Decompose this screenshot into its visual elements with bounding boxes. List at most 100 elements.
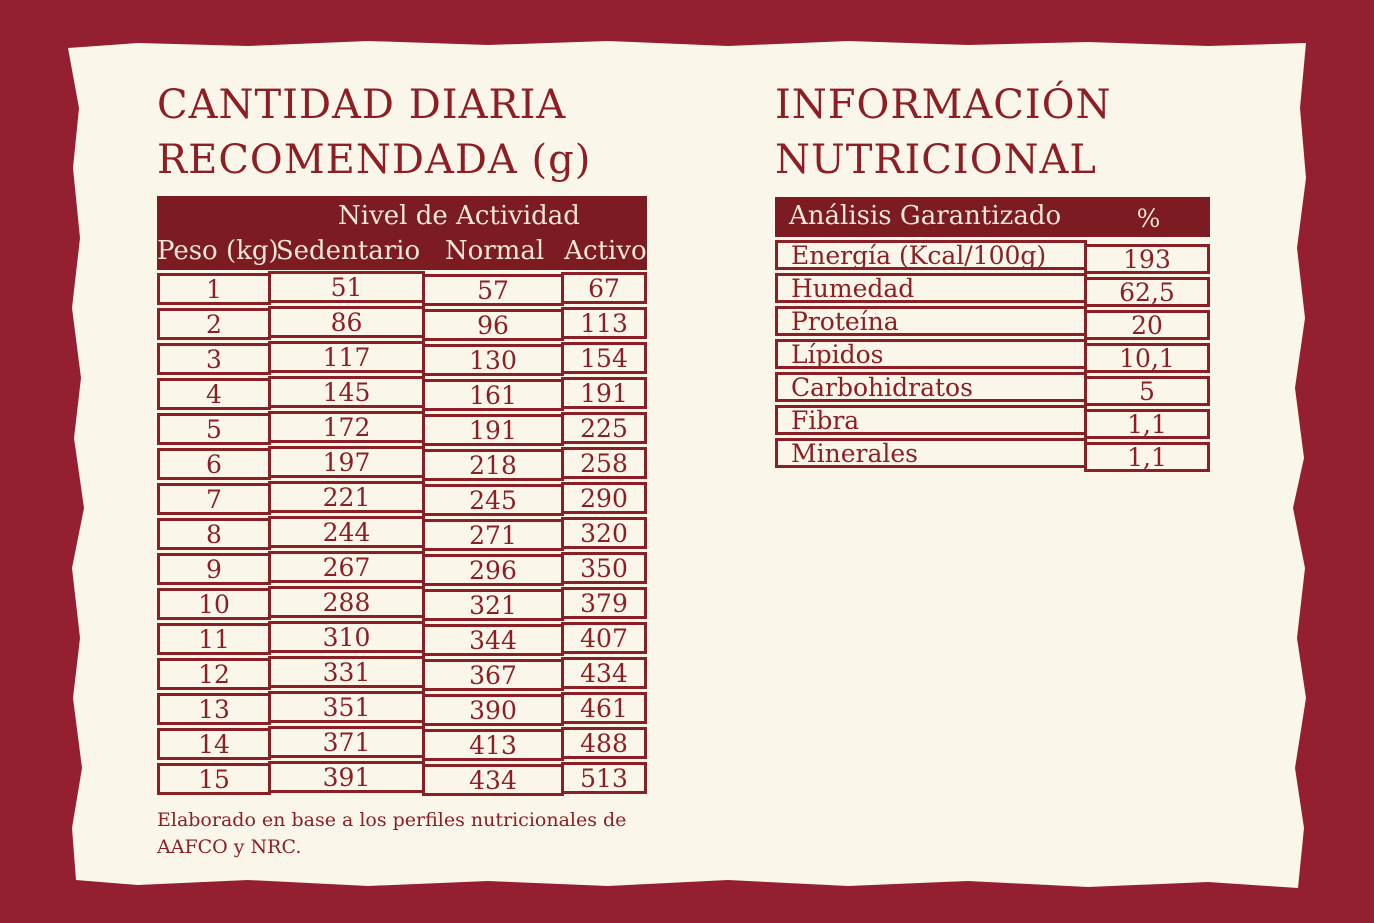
nutrition-table: Análisis Garantizado % Energía (Kcal/100… [775, 197, 1210, 472]
column-header-peso: Peso (kg) [157, 236, 279, 266]
feeding-cell: 488 [561, 727, 647, 759]
feeding-cell: 461 [561, 692, 647, 724]
feeding-title-line2: RECOMENDADA (g) [157, 137, 592, 183]
feeding-cell: 407 [561, 622, 647, 654]
nutrient-value-cell: 62,5 [1084, 277, 1210, 307]
nutrition-table-body: Energía (Kcal/100g) Humedad Proteína Lípido… [775, 240, 1210, 472]
feeding-column-0: 1 2 3 4 5 6 7 8 9 10 11 12 13 14 15 [157, 273, 271, 795]
feeding-cell: 296 [422, 554, 564, 586]
feeding-cell: 1 [157, 273, 271, 305]
feeding-cell: 267 [268, 551, 425, 583]
nutrient-value-cell: 20 [1084, 310, 1210, 340]
footnote-line2: AAFCO y NRC. [157, 836, 302, 858]
feeding-cell: 86 [268, 306, 425, 338]
feeding-cell: 6 [157, 448, 271, 480]
footnote: Elaborado en base a los perfiles nutrici… [157, 807, 669, 861]
feeding-cell: 513 [561, 762, 647, 794]
nutrient-name-column: Energía (Kcal/100g) Humedad Proteína Lípido… [775, 240, 1087, 468]
nutrition-title-line2: NUTRICIONAL [775, 137, 1097, 183]
feeding-cell: 351 [268, 691, 425, 723]
feeding-cell: 271 [422, 519, 564, 551]
feeding-section: CANTIDAD DIARIA RECOMENDADA (g) Nivel de… [157, 78, 669, 861]
feeding-title: CANTIDAD DIARIA RECOMENDADA (g) [157, 78, 669, 188]
activity-level-group-header: Nivel de Actividad [338, 201, 580, 231]
nutrient-name-cell: Carbohidratos [775, 372, 1087, 402]
feeding-cell: 391 [268, 761, 425, 793]
feeding-cell: 197 [268, 446, 425, 478]
feeding-cell: 3 [157, 343, 271, 375]
feeding-table-header: Nivel de Actividad Peso (kg) Sedentario … [157, 196, 647, 270]
feeding-cell: 51 [268, 271, 425, 303]
feeding-cell: 413 [422, 729, 564, 761]
nutrition-section: INFORMACIÓN NUTRICIONAL Análisis Garanti… [775, 78, 1225, 472]
feeding-cell: 13 [157, 693, 271, 725]
feeding-title-line1: CANTIDAD DIARIA [157, 82, 567, 128]
feeding-cell: 15 [157, 763, 271, 795]
feeding-cell: 321 [422, 589, 564, 621]
feeding-cell: 154 [561, 342, 647, 374]
nutrient-name-cell: Humedad [775, 273, 1087, 303]
feeding-table-body: 1 2 3 4 5 6 7 8 9 10 11 12 13 14 15 51 86 117 145 172 197 221… [157, 271, 647, 796]
feeding-column-2: 57 96 130 161 191 218 245 271 296 321 344 367 390 413… [422, 274, 564, 796]
feeding-cell: 344 [422, 624, 564, 656]
feeding-cell: 7 [157, 483, 271, 515]
feeding-column-1: 51 86 117 145 172 197 221 244 267 288 310 331 351 371… [268, 271, 425, 793]
feeding-cell: 172 [268, 411, 425, 443]
feeding-column-headers: Peso (kg) Sedentario Normal Activo [157, 236, 647, 266]
nutrient-name-cell: Energía (Kcal/100g) [775, 240, 1087, 270]
feeding-cell: 221 [268, 481, 425, 513]
column-header-sedentario: Sedentario [275, 236, 421, 266]
nutrition-title-line1: INFORMACIÓN [775, 82, 1112, 128]
nutrition-table-header: Análisis Garantizado % [775, 197, 1210, 237]
nutrient-value-cell: 193 [1084, 244, 1210, 274]
nutrient-name-cell: Minerales [775, 438, 1087, 468]
torn-paper-panel: CANTIDAD DIARIA RECOMENDADA (g) Nivel de… [68, 41, 1306, 888]
feeding-cell: 434 [422, 764, 564, 796]
feeding-table: Nivel de Actividad Peso (kg) Sedentario … [157, 196, 647, 796]
feeding-cell: 290 [561, 482, 647, 514]
guaranteed-analysis-header: Análisis Garantizado [789, 201, 1062, 231]
feeding-cell: 96 [422, 309, 564, 341]
feeding-cell: 9 [157, 553, 271, 585]
feeding-cell: 379 [561, 587, 647, 619]
feeding-column-3: 67 113 154 191 225 258 290 320 350 379 407 434 461 48… [561, 272, 647, 794]
nutrient-name-cell: Fibra [775, 405, 1087, 435]
feeding-cell: 145 [268, 376, 425, 408]
feeding-cell: 2 [157, 308, 271, 340]
nutrient-value-cell: 1,1 [1084, 409, 1210, 439]
percent-header: % [1136, 204, 1161, 233]
feeding-cell: 225 [561, 412, 647, 444]
feeding-cell: 10 [157, 588, 271, 620]
feeding-cell: 310 [268, 621, 425, 653]
feeding-cell: 434 [561, 657, 647, 689]
feeding-cell: 288 [268, 586, 425, 618]
feeding-cell: 161 [422, 379, 564, 411]
nutrient-name-cell: Proteína [775, 306, 1087, 336]
feeding-cell: 350 [561, 552, 647, 584]
feeding-cell: 117 [268, 341, 425, 373]
feeding-cell: 245 [422, 484, 564, 516]
feeding-cell: 12 [157, 658, 271, 690]
feeding-cell: 244 [268, 516, 425, 548]
feeding-cell: 130 [422, 344, 564, 376]
feeding-cell: 5 [157, 413, 271, 445]
footnote-line1: Elaborado en base a los perfiles nutrici… [157, 809, 627, 831]
feeding-cell: 14 [157, 728, 271, 760]
feeding-cell: 4 [157, 378, 271, 410]
feeding-cell: 320 [561, 517, 647, 549]
feeding-cell: 371 [268, 726, 425, 758]
feeding-cell: 57 [422, 274, 564, 306]
feeding-cell: 11 [157, 623, 271, 655]
feeding-cell: 191 [561, 377, 647, 409]
feeding-cell: 191 [422, 414, 564, 446]
column-header-normal: Normal [444, 236, 545, 266]
nutrient-value-cell: 5 [1084, 376, 1210, 406]
feeding-cell: 218 [422, 449, 564, 481]
nutrient-value-cell: 10,1 [1084, 343, 1210, 373]
column-header-activo: Activo [564, 236, 647, 266]
feeding-cell: 67 [561, 272, 647, 304]
feeding-cell: 8 [157, 518, 271, 550]
feeding-cell: 331 [268, 656, 425, 688]
feeding-cell: 113 [561, 307, 647, 339]
